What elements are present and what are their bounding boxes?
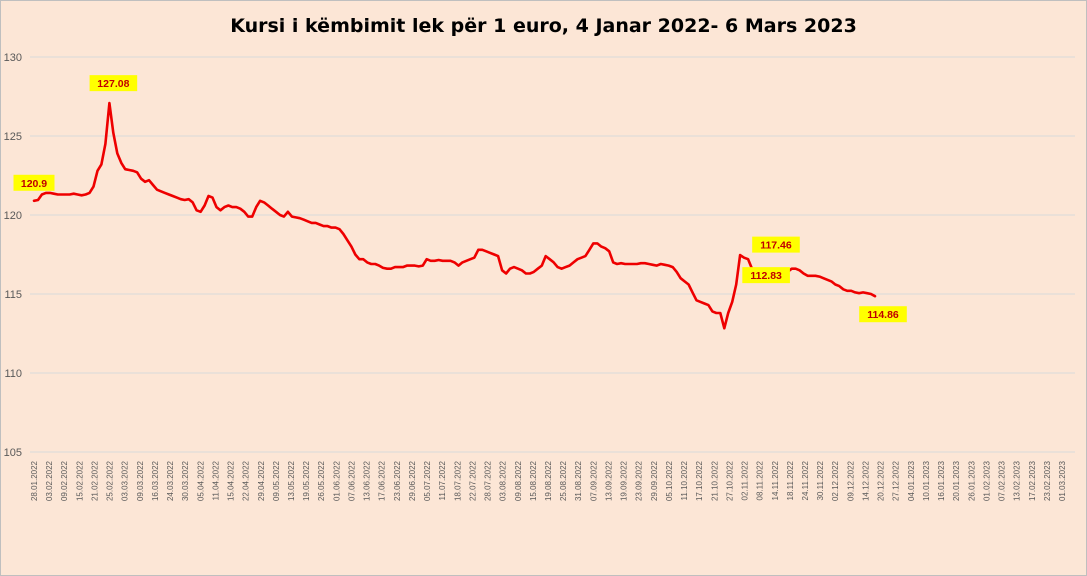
x-tick-label: 09.05.2022 — [272, 460, 281, 501]
data-label: 127.08 — [97, 78, 129, 90]
x-tick-label: 30.03.2022 — [181, 460, 190, 501]
x-tick-label: 05.04.2022 — [196, 460, 205, 501]
x-tick-label: 03.03.2022 — [121, 460, 130, 501]
data-label-box — [13, 174, 55, 191]
x-axis-ticks: 28.01.2022 03.02.2022 09.02.2022 15.02.2022… — [30, 460, 1067, 501]
x-tick-label: 07.09.2022 — [589, 460, 598, 501]
x-tick-label: 11.07.2022 — [438, 460, 447, 500]
x-tick-label: 13.05.2022 — [287, 460, 296, 501]
x-tick-label: 25.02.2022 — [106, 460, 115, 501]
y-tick-label: 110 — [4, 368, 22, 380]
x-tick-label: 26.05.2022 — [317, 460, 326, 501]
x-tick-label: 15.08.2022 — [529, 460, 538, 501]
chart-title: Kursi i këmbimit lek për 1 euro, 4 Janar… — [230, 15, 857, 37]
x-tick-label: 13.02.2023 — [1013, 460, 1022, 501]
x-tick-label: 15.02.2022 — [75, 460, 84, 501]
x-tick-label: 21.02.2022 — [90, 460, 99, 501]
data-labels: 120.9 127.08 117.46 112.83 114.86 — [13, 75, 907, 323]
x-tick-label: 27.12.2022 — [892, 460, 901, 501]
data-label-box — [742, 267, 790, 284]
x-tick-label: 05.10.2022 — [665, 460, 674, 501]
x-tick-label: 04.01.2023 — [907, 460, 916, 501]
x-tick-label: 05.07.2022 — [423, 460, 432, 501]
x-tick-label: 22.07.2022 — [468, 460, 477, 501]
x-tick-label: 19.08.2022 — [544, 460, 553, 501]
x-tick-label: 26.01.2023 — [967, 460, 976, 501]
x-tick-label: 24.03.2022 — [166, 460, 175, 501]
x-tick-label: 15.04.2022 — [227, 460, 236, 501]
x-tick-label: 18.07.2022 — [453, 460, 462, 501]
gridlines — [30, 56, 1075, 453]
y-tick-label: 130 — [4, 52, 22, 64]
x-tick-label: 14.11.2022 — [771, 460, 780, 500]
x-tick-label: 29.09.2022 — [650, 460, 659, 501]
data-label: 114.86 — [867, 309, 899, 321]
x-tick-label: 17.02.2023 — [1028, 460, 1037, 501]
data-label-box — [752, 236, 800, 253]
x-tick-label: 03.02.2022 — [45, 460, 54, 501]
x-tick-label: 07.06.2022 — [347, 460, 356, 501]
data-label: 117.46 — [760, 240, 792, 252]
x-tick-label: 07.02.2023 — [998, 460, 1007, 501]
series-line — [32, 101, 877, 330]
x-tick-label: 13.09.2022 — [604, 460, 613, 501]
x-tick-label: 08.11.2022 — [756, 460, 765, 500]
x-tick-label: 11.10.2022 — [680, 460, 689, 500]
x-tick-label: 29.06.2022 — [408, 460, 417, 501]
x-tick-label: 09.03.2022 — [136, 460, 145, 501]
y-axis-ticks: 105 110 115 120 125 130 — [4, 52, 22, 459]
x-tick-label: 25.08.2022 — [559, 460, 568, 501]
x-tick-label: 31.08.2022 — [574, 460, 583, 501]
x-tick-label: 29.04.2022 — [257, 460, 266, 501]
x-tick-label: 03.08.2022 — [499, 460, 508, 501]
x-tick-label: 14.12.2022 — [861, 460, 870, 501]
series-group — [32, 101, 877, 330]
x-tick-label: 11.04.2022 — [211, 460, 220, 500]
x-tick-label: 24.11.2022 — [801, 460, 810, 500]
x-tick-label: 19.09.2022 — [620, 460, 629, 501]
x-tick-label: 20.01.2023 — [952, 460, 961, 501]
x-tick-label: 22.04.2022 — [242, 460, 251, 501]
y-tick-label: 115 — [4, 289, 22, 301]
x-tick-label: 19.05.2022 — [302, 460, 311, 501]
data-label: 112.83 — [750, 270, 782, 282]
data-label-box — [859, 306, 907, 323]
x-tick-label: 17.06.2022 — [378, 460, 387, 501]
x-tick-label: 20.12.2022 — [877, 460, 886, 501]
x-tick-label: 17.10.2022 — [695, 460, 704, 501]
x-tick-label: 02.11.2022 — [741, 460, 750, 500]
x-tick-label: 01.02.2023 — [982, 460, 991, 501]
x-tick-label: 18.11.2022 — [786, 460, 795, 500]
x-tick-label: 09.08.2022 — [514, 460, 523, 501]
x-tick-label: 09.12.2022 — [846, 460, 855, 501]
x-tick-label: 30.11.2022 — [816, 460, 825, 500]
x-tick-label: 16.01.2023 — [937, 460, 946, 501]
x-tick-label: 23.02.2023 — [1043, 460, 1052, 501]
data-label: 120.9 — [21, 178, 47, 190]
x-tick-label: 01.06.2022 — [332, 460, 341, 501]
x-tick-label: 27.10.2022 — [725, 460, 734, 501]
x-tick-label: 23.09.2022 — [635, 460, 644, 501]
x-tick-label: 01.03.2023 — [1058, 460, 1067, 501]
x-tick-label: 16.03.2022 — [151, 460, 160, 501]
x-tick-label: 23.06.2022 — [393, 460, 402, 501]
x-tick-label: 02.12.2022 — [831, 460, 840, 501]
y-tick-label: 120 — [4, 210, 22, 222]
x-tick-label: 10.01.2023 — [922, 460, 931, 501]
y-tick-label: 125 — [4, 131, 22, 143]
x-tick-label: 09.02.2022 — [60, 460, 69, 501]
data-label-box — [89, 75, 138, 92]
x-tick-label: 28.01.2022 — [30, 460, 39, 501]
x-tick-label: 21.10.2022 — [710, 460, 719, 501]
y-tick-label: 105 — [4, 447, 22, 459]
x-tick-label: 13.06.2022 — [363, 460, 372, 501]
x-tick-label: 28.07.2022 — [484, 460, 493, 501]
